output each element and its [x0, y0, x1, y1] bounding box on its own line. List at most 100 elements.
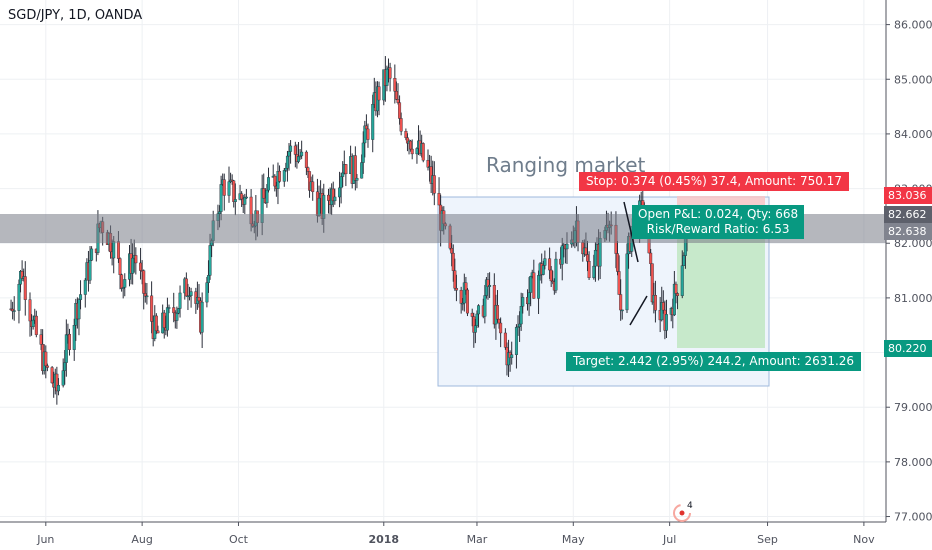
candle-body	[473, 325, 477, 333]
candle-body	[88, 260, 92, 281]
candle-body	[240, 193, 244, 200]
candle-body	[287, 151, 291, 157]
candle-body	[453, 270, 457, 289]
candle-body	[176, 308, 180, 314]
candle-body	[426, 159, 430, 168]
candle-body	[83, 279, 87, 295]
time-tick-label: 2018	[368, 533, 399, 546]
candle-body	[404, 131, 408, 138]
candle-body	[266, 177, 270, 191]
candle-body	[565, 243, 569, 250]
candle-body	[437, 193, 441, 206]
candle-body	[304, 151, 308, 168]
time-tick-label: Jul	[662, 533, 676, 546]
candle-body	[454, 287, 458, 291]
candle-body	[178, 292, 182, 309]
candle-body	[415, 148, 419, 155]
candle-body	[118, 258, 122, 275]
candle-body	[285, 155, 289, 169]
time-tick-label: May	[562, 533, 585, 546]
candle-body	[650, 263, 654, 303]
candle-body	[306, 167, 310, 172]
candle-body	[616, 253, 620, 272]
candle-body	[371, 104, 375, 140]
candle-body	[139, 262, 143, 271]
candle-body	[338, 187, 342, 198]
candle-body	[64, 334, 68, 363]
candle-body	[72, 324, 76, 350]
price-tick-label: 79.000	[894, 401, 932, 414]
candle-body	[34, 315, 38, 335]
candle-body	[61, 370, 65, 386]
candle-body	[503, 332, 507, 348]
price-tick-label: 82.000	[894, 237, 932, 250]
candle-body	[172, 307, 176, 314]
candle-body	[206, 275, 210, 283]
target-label[interactable]: Target: 2.442 (2.95%) 244.2, Amount: 263…	[566, 352, 862, 371]
candle-body	[131, 257, 135, 274]
candle-body	[554, 258, 558, 291]
candle-body	[459, 289, 463, 304]
candle-body	[543, 258, 547, 266]
candle-body	[243, 197, 247, 205]
candle-body	[385, 68, 389, 86]
candle-body	[222, 179, 226, 196]
candle-body	[90, 248, 94, 261]
candle-body	[625, 253, 629, 311]
candle-body	[134, 255, 138, 264]
candle-body	[200, 301, 204, 333]
candle-body	[527, 292, 531, 305]
candle-body	[184, 278, 188, 297]
trend-line-down[interactable]	[623, 201, 639, 263]
candle-body	[156, 330, 160, 334]
candle-body	[355, 177, 359, 181]
candle-body	[377, 86, 381, 101]
candle-body	[421, 143, 425, 161]
candle-body	[218, 211, 222, 215]
candle-body	[664, 314, 668, 331]
candle-body	[317, 197, 321, 216]
stop-label[interactable]: Stop: 0.374 (0.45%) 37.4, Amount: 750.17	[579, 172, 849, 191]
price-axis[interactable]: 86.00085.00084.00083.00082.00081.00080.0…	[886, 19, 932, 524]
time-tick-label: Mar	[467, 533, 488, 546]
price-tick-label: 86.000	[894, 19, 932, 32]
candle-body	[339, 176, 343, 189]
candle-body	[50, 367, 54, 384]
candle-body	[593, 249, 597, 267]
candle-body	[617, 271, 621, 295]
candle-body	[79, 294, 83, 300]
candle-body	[495, 305, 499, 320]
candle-body	[23, 276, 27, 300]
candle-body	[488, 285, 492, 287]
open-pnl-label[interactable]: Open P&L: 0.024, Qty: 668 Risk/Reward Ra…	[632, 205, 805, 239]
candle-body	[197, 296, 201, 302]
candle-body	[676, 293, 680, 296]
candle-body	[477, 305, 481, 315]
stop-price-badge: 83.036	[884, 187, 932, 204]
candle-body	[521, 297, 525, 307]
candle-body	[396, 99, 400, 103]
trend-line-cross[interactable]	[629, 295, 648, 326]
candle-body	[364, 125, 368, 130]
candle-body	[584, 247, 588, 255]
candle-body	[592, 265, 596, 278]
candle-body	[165, 307, 169, 331]
candle-body	[499, 322, 503, 334]
candle-body	[175, 313, 179, 321]
candle-body	[548, 258, 552, 271]
candle-body	[344, 164, 348, 175]
candle-body	[233, 199, 237, 202]
indicator-count: 4	[687, 501, 693, 511]
candle-body	[67, 333, 71, 350]
candle-body	[150, 295, 154, 322]
candle-body	[409, 140, 413, 150]
candle-body	[363, 125, 367, 144]
candle-body	[333, 196, 337, 202]
candle-body	[311, 181, 315, 192]
candle-body	[273, 175, 277, 187]
candle-body	[31, 319, 35, 327]
candle-body	[265, 189, 269, 204]
indicator-ring-icon[interactable]	[673, 504, 691, 522]
time-axis[interactable]: Jun Aug Oct 2018 Mar May Jul Sep Nov	[36, 522, 875, 546]
